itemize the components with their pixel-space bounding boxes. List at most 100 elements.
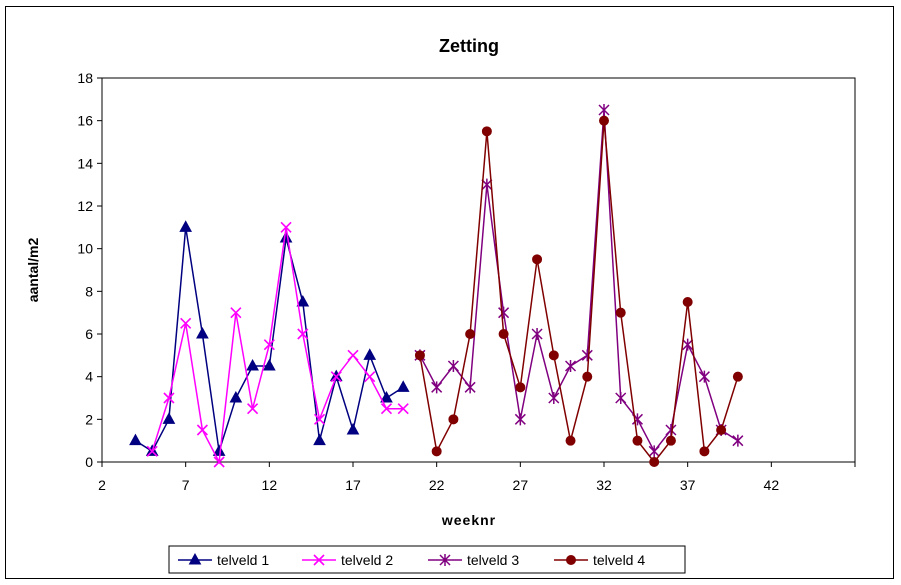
data-point (548, 350, 559, 361)
data-point (665, 435, 676, 446)
x-axis-title: weeknr (441, 512, 496, 528)
data-point (431, 446, 442, 457)
data-point (716, 425, 727, 435)
data-point (431, 381, 443, 394)
series-2 (146, 221, 409, 468)
data-point (581, 349, 593, 362)
data-point (447, 360, 459, 372)
legend-items: telveld 1 telveld 2 telveld 3 telveld 4 (178, 552, 645, 568)
x-tick-label: 7 (182, 477, 190, 493)
data-point (179, 220, 193, 232)
legend-marker (188, 552, 202, 565)
data-point (347, 349, 359, 361)
x-tick-label: 2 (98, 477, 106, 493)
data-point (246, 358, 259, 371)
data-point (180, 317, 192, 329)
legend-item: telveld 4 (554, 552, 645, 568)
series-layer (129, 104, 744, 468)
data-point (196, 424, 208, 436)
data-point (229, 390, 243, 403)
data-point (279, 230, 293, 243)
y-tick-label: 8 (85, 283, 93, 299)
data-point (498, 306, 510, 319)
data-point (364, 371, 376, 383)
series-line (419, 120, 739, 464)
y-tick-label: 4 (85, 369, 93, 385)
data-point (297, 328, 309, 340)
data-point (481, 178, 493, 191)
data-point (313, 433, 326, 446)
data-point (565, 435, 576, 446)
data-point (532, 254, 543, 265)
data-point (414, 350, 425, 361)
series-4 (414, 115, 743, 467)
legend-marker (439, 554, 451, 566)
legend-item: telveld 2 (302, 552, 393, 568)
x-tick-label: 32 (596, 477, 612, 493)
y-tick-label: 18 (77, 70, 93, 86)
data-point (464, 381, 476, 394)
data-point (129, 433, 142, 446)
legend-label: telveld 3 (467, 552, 519, 568)
data-point (280, 221, 292, 233)
data-point (162, 412, 176, 424)
data-point (230, 307, 242, 319)
data-point (615, 392, 627, 404)
data-point (698, 370, 710, 383)
x-tick-label: 12 (262, 477, 278, 493)
x-tick-label: 42 (764, 477, 780, 493)
data-point (531, 328, 543, 340)
data-point (263, 339, 275, 351)
series-line (151, 227, 404, 465)
legend-marker (313, 554, 325, 566)
data-point (380, 403, 393, 415)
data-point (515, 382, 526, 393)
data-point (682, 338, 694, 351)
x-tick-label: 27 (513, 477, 529, 493)
data-point (548, 392, 560, 404)
data-point (565, 360, 577, 372)
legend (168, 545, 686, 574)
y-axis-title: aantal/m2 (25, 237, 41, 302)
data-point (732, 434, 744, 447)
data-point (632, 435, 643, 446)
data-point (396, 380, 410, 392)
data-point (514, 413, 526, 426)
chart-frame: Zetting 0 2 4 6 8 10 12 14 16 18 2 7 12 17 22 27 32 37 42 … (5, 6, 894, 579)
data-point (213, 456, 225, 468)
data-point (699, 446, 710, 457)
data-point (648, 445, 660, 458)
data-point (665, 424, 677, 436)
data-point (397, 403, 409, 415)
chart-title: Zetting (439, 36, 499, 56)
data-point (296, 294, 310, 307)
series-line (419, 109, 739, 453)
data-point (247, 403, 259, 415)
data-point (598, 104, 610, 116)
data-point (262, 358, 276, 371)
data-point (615, 307, 626, 318)
y-tick-label: 0 (85, 454, 93, 470)
y-tick-label: 6 (85, 326, 93, 342)
legend-label: telveld 1 (217, 552, 269, 568)
data-point (599, 115, 609, 126)
data-point (346, 422, 360, 435)
data-point (363, 348, 377, 360)
plot-area (101, 77, 856, 463)
data-point (682, 297, 693, 307)
legend-label: telveld 2 (341, 552, 393, 568)
data-point (732, 371, 743, 382)
data-point (448, 414, 459, 425)
data-point (465, 329, 476, 339)
data-point (163, 392, 175, 404)
y-tick-label: 14 (77, 155, 93, 171)
data-point (498, 329, 509, 339)
legend-item: telveld 3 (428, 552, 519, 568)
y-tick-label: 16 (77, 113, 93, 129)
data-point (380, 390, 393, 403)
x-tick-label: 37 (680, 477, 696, 493)
legend-marker (566, 555, 576, 565)
data-point (146, 445, 158, 457)
